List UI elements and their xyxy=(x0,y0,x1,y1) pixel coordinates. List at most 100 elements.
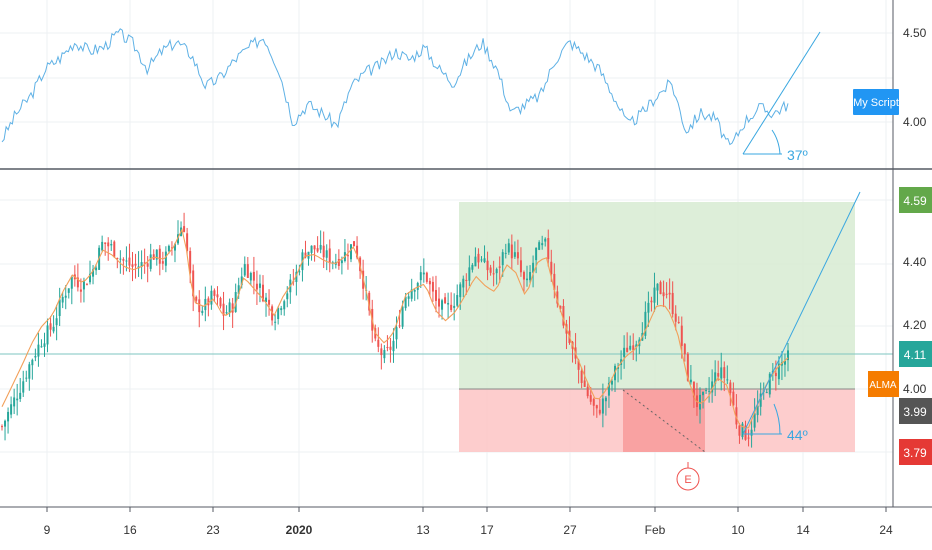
candle-body xyxy=(210,290,213,305)
top-tick-400: 4.00 xyxy=(903,115,927,129)
candle-body xyxy=(55,318,58,326)
candle-body xyxy=(122,259,125,261)
candle-body xyxy=(49,323,52,330)
candle-body xyxy=(580,370,583,383)
candle-body xyxy=(258,283,261,288)
profit-zone[interactable] xyxy=(459,202,855,389)
my-script-badge[interactable] xyxy=(853,89,899,115)
candle-body xyxy=(95,267,98,271)
candle-body xyxy=(674,313,677,322)
candle-body xyxy=(456,295,459,306)
time-axis[interactable]: 9 16 23 2020 13 17 27 Feb 10 14 24 xyxy=(44,507,893,537)
candle-body xyxy=(398,325,401,327)
candle-body xyxy=(741,423,744,438)
my-script-line[interactable] xyxy=(1,28,789,146)
time-tick-label: 23 xyxy=(206,523,220,537)
badge-379[interactable]: 3.79 xyxy=(899,439,932,465)
candle-body xyxy=(225,312,228,314)
candle-body xyxy=(377,339,380,347)
candle-body xyxy=(756,405,759,416)
candle-body xyxy=(671,292,674,315)
candle-body xyxy=(125,260,128,262)
candle-body xyxy=(195,296,198,301)
candle-body xyxy=(152,254,155,260)
candle-body xyxy=(16,398,19,401)
candle-body xyxy=(413,289,416,292)
candle-body xyxy=(255,283,258,290)
candle-body xyxy=(22,381,25,393)
candle-body xyxy=(492,273,495,275)
candle-body xyxy=(489,267,492,273)
candle-body xyxy=(310,245,313,253)
candle-body xyxy=(13,397,16,407)
candle-body xyxy=(692,381,695,398)
candle-body xyxy=(252,271,255,281)
candle-body xyxy=(650,300,653,303)
candle-body xyxy=(686,353,689,381)
top-trend-line[interactable] xyxy=(742,31,821,155)
candlestick-series[interactable] xyxy=(1,212,789,448)
candle-body xyxy=(67,288,70,293)
candle-body xyxy=(286,293,289,300)
candle-body xyxy=(228,302,231,314)
candle-body xyxy=(659,282,662,295)
candle-body xyxy=(101,241,104,251)
price-axis[interactable] xyxy=(893,0,932,550)
candle-body xyxy=(131,264,134,267)
candle-body xyxy=(729,382,732,393)
alma-line[interactable] xyxy=(1,227,789,429)
candle-body xyxy=(583,380,586,387)
badge-459[interactable]: 4.59 xyxy=(899,187,932,213)
badge-399[interactable]: 3.99 xyxy=(899,398,932,424)
candle-body xyxy=(529,272,532,281)
candle-body xyxy=(110,243,113,246)
candle-body xyxy=(419,272,422,281)
candle-body xyxy=(468,267,471,281)
time-tick-label: 2020 xyxy=(286,523,313,537)
candle-body xyxy=(395,327,398,340)
candle-body xyxy=(610,380,613,385)
candle-body xyxy=(732,391,735,406)
candle-body xyxy=(438,298,441,307)
candle-body xyxy=(668,292,671,295)
candle-body xyxy=(471,264,474,270)
candle-body xyxy=(386,347,389,349)
badge-alma[interactable]: ALMA xyxy=(868,371,899,397)
candle-body xyxy=(356,245,359,258)
candle-body xyxy=(164,251,167,266)
candle-body xyxy=(592,399,595,406)
candle-body xyxy=(465,279,468,281)
candle-body xyxy=(629,345,632,350)
candle-body xyxy=(702,391,705,396)
candle-body xyxy=(462,278,465,288)
candle-body xyxy=(213,290,216,296)
candle-body xyxy=(201,310,204,314)
candle-body xyxy=(304,252,307,258)
candle-body xyxy=(383,350,386,359)
candle-body xyxy=(711,381,714,393)
main-trend-line[interactable] xyxy=(742,191,861,435)
candle-body xyxy=(322,245,325,258)
badge-411[interactable]: 4.11 xyxy=(899,341,932,367)
candle-body xyxy=(25,377,28,379)
candle-body xyxy=(604,397,607,402)
candle-body xyxy=(541,243,544,246)
candle-body xyxy=(783,360,786,365)
candle-body xyxy=(380,348,383,356)
candle-body xyxy=(237,285,240,295)
candle-body xyxy=(717,373,720,377)
candle-body xyxy=(34,355,37,358)
candle-body xyxy=(52,326,55,332)
candle-body xyxy=(562,305,565,326)
candle-body xyxy=(173,243,176,251)
candle-body xyxy=(647,302,650,313)
candle-body xyxy=(683,344,686,355)
candle-body xyxy=(656,283,659,291)
main-tick-420: 4.20 xyxy=(903,318,927,332)
candle-body xyxy=(714,372,717,384)
candle-body xyxy=(698,394,701,410)
candle-body xyxy=(1,426,3,428)
badge-379-label: 3.79 xyxy=(903,446,927,460)
candle-body xyxy=(617,366,620,369)
